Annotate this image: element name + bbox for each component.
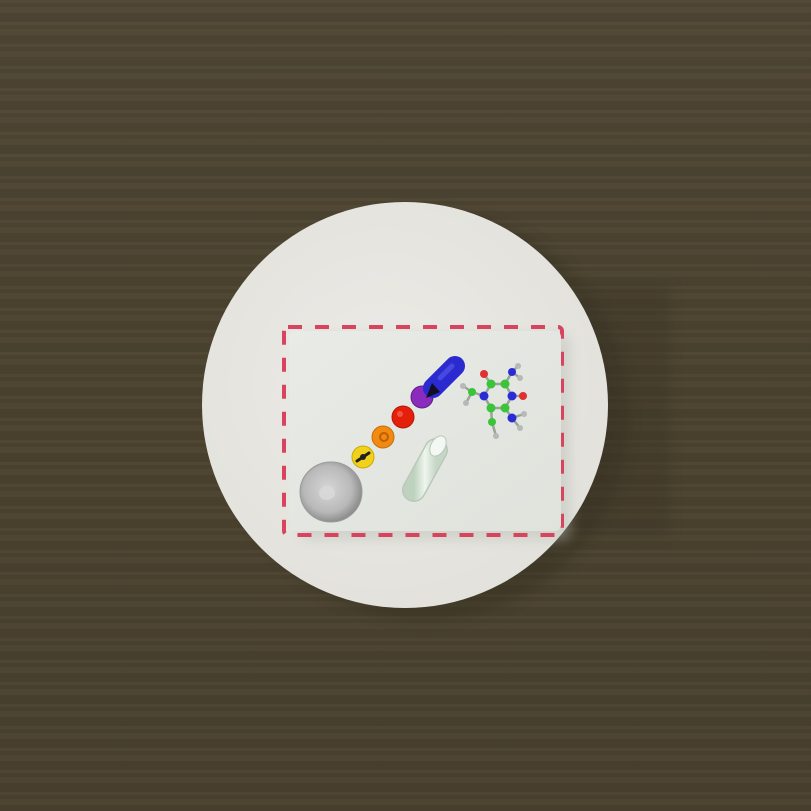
tray-dashed-border <box>282 325 564 537</box>
red-bead[interactable] <box>391 405 415 429</box>
blue-capsule[interactable] <box>423 356 465 398</box>
orange-bead[interactable] <box>371 425 395 449</box>
yellow-bead-dot <box>360 454 366 460</box>
orange-bead-mark <box>379 432 389 442</box>
silver-disc-center <box>319 486 335 500</box>
molecule-model[interactable] <box>460 363 527 439</box>
red-bead-highlight <box>397 411 403 417</box>
glass-vial[interactable] <box>402 433 450 502</box>
